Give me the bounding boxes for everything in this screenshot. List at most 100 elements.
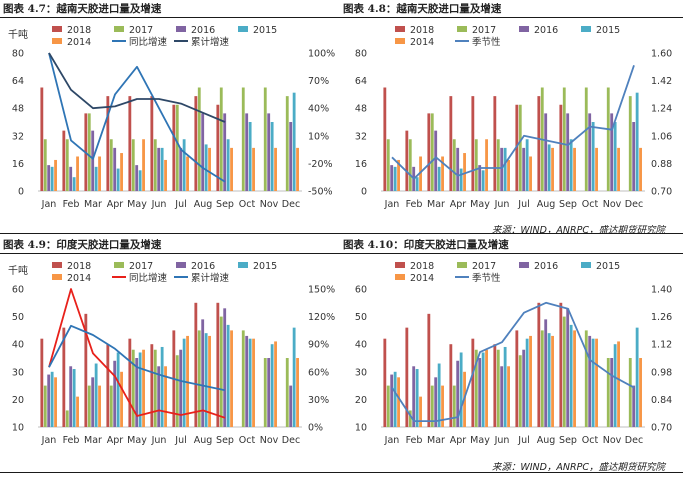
bar-2014 xyxy=(208,335,211,427)
legend-label: 2016 xyxy=(534,25,558,36)
bar-2017 xyxy=(65,139,69,191)
bar-2016 xyxy=(456,360,460,427)
y2-tick-label: 1.60 xyxy=(651,49,672,60)
legend-label: 2015 xyxy=(596,25,620,36)
bar-2015 xyxy=(525,338,529,427)
x-tick-label: Oct xyxy=(582,435,599,446)
x-tick-label: Apr xyxy=(107,435,124,446)
bar-2017 xyxy=(285,96,289,192)
x-tick-label: Dec xyxy=(625,199,643,210)
bar-2014 xyxy=(120,371,123,427)
bar-2018 xyxy=(449,344,453,427)
legend-swatch xyxy=(457,26,467,32)
y2-tick-label: 1.26 xyxy=(651,312,672,323)
bar-2018 xyxy=(383,338,387,427)
legend-label: 2015 xyxy=(253,261,277,272)
bar-2017 xyxy=(87,385,91,427)
bar-2017 xyxy=(430,385,434,427)
y2-tick-label: 90% xyxy=(308,340,329,351)
x-tick-label: Aug xyxy=(194,435,213,446)
bar-2015 xyxy=(292,92,296,191)
x-tick-label: Jan xyxy=(384,199,400,210)
x-tick-label: Feb xyxy=(63,435,80,446)
legend-swatch xyxy=(395,262,405,268)
bar-2017 xyxy=(496,139,500,191)
bar-2016 xyxy=(456,147,460,192)
legend-label: 2018 xyxy=(67,261,91,272)
legend-swatch xyxy=(395,26,405,32)
bar-2018 xyxy=(515,330,519,427)
bar-2015 xyxy=(393,166,397,191)
bar-2016 xyxy=(478,358,482,427)
y2-tick-label: 40% xyxy=(308,104,329,115)
bar-2018 xyxy=(559,104,563,191)
bar-2015 xyxy=(248,338,252,427)
bar-2014 xyxy=(595,338,598,427)
bar-2014 xyxy=(98,385,101,427)
bar-2016 xyxy=(267,113,271,192)
bar-2015 xyxy=(613,122,617,191)
bar-2015 xyxy=(525,139,529,191)
x-tick-label: Oct xyxy=(582,199,599,210)
y-axis-unit-label: 千吨 xyxy=(8,28,28,41)
bar-2014 xyxy=(419,156,422,191)
bar-2018 xyxy=(106,96,110,192)
x-tick-label: Nov xyxy=(603,199,622,210)
legend-swatch xyxy=(395,38,405,44)
bar-2017 xyxy=(628,358,632,427)
bar-2014 xyxy=(54,377,57,427)
bar-2016 xyxy=(500,366,504,427)
legend-swatch xyxy=(114,262,124,268)
legend-label: 2015 xyxy=(596,261,620,272)
x-tick-label: Jan xyxy=(41,435,57,446)
bar-2015 xyxy=(160,147,164,192)
bar-2017 xyxy=(518,355,522,427)
legend-label: 累计增速 xyxy=(191,36,230,48)
legend-swatch xyxy=(457,262,467,268)
bar-2017 xyxy=(474,139,478,191)
legend-swatch xyxy=(52,262,62,268)
source-note: 来源：WIND，ANRPC，盛达期货研究院 xyxy=(491,462,665,473)
y2-tick-label: 1.06 xyxy=(651,131,672,142)
y2-tick-label: 0.84 xyxy=(651,395,672,406)
legend-label: 2018 xyxy=(410,25,434,36)
bar-2014 xyxy=(76,156,79,191)
bar-2014 xyxy=(164,366,167,427)
chart-india-growth: 千吨 10 20 30 40 50 60 0% 30% 60% 90% 120% 150% Jan Feb M… xyxy=(8,261,335,446)
panel-title: 图表 4.10：印度天胶进口量及增速 xyxy=(343,239,509,251)
bar-2015 xyxy=(72,369,76,427)
bar-2017 xyxy=(562,87,566,191)
y-tick-label: 50 xyxy=(12,312,24,323)
bar-2015 xyxy=(591,338,595,427)
y-tick-label: 0 xyxy=(361,187,367,198)
legend-label: 2014 xyxy=(410,273,434,284)
source-note: 来源：WIND，ANRPC，盛达期货研究院 xyxy=(491,225,665,236)
bar-2015 xyxy=(613,344,617,427)
bar-2014 xyxy=(551,147,554,192)
line-series xyxy=(48,52,226,183)
y2-tick-label: 60% xyxy=(308,367,329,378)
bar-2016 xyxy=(390,374,394,427)
bar-2016 xyxy=(245,335,249,427)
bar-2016 xyxy=(478,165,482,192)
y2-tick-label: 30% xyxy=(308,395,329,406)
bar-2016 xyxy=(201,319,205,427)
legend-label: 2016 xyxy=(191,261,215,272)
bar-2016 xyxy=(267,358,271,427)
bar-2016 xyxy=(610,113,614,192)
y-tick-label: 48 xyxy=(12,104,24,115)
bar-2015 xyxy=(635,327,639,427)
bar-2017 xyxy=(386,385,390,427)
y2-tick-label: -50% xyxy=(308,187,333,198)
bar-2016 xyxy=(135,165,139,192)
bar-2017 xyxy=(153,349,157,427)
bar-2016 xyxy=(632,385,636,427)
legend-label: 2018 xyxy=(67,25,91,36)
bar-2015 xyxy=(226,324,230,427)
x-tick-label: Nov xyxy=(260,435,279,446)
bar-2018 xyxy=(493,344,497,427)
bar-2017 xyxy=(241,87,245,191)
bar-2018 xyxy=(194,96,198,192)
y-tick-label: 16 xyxy=(12,159,24,170)
bar-2014 xyxy=(485,139,488,191)
